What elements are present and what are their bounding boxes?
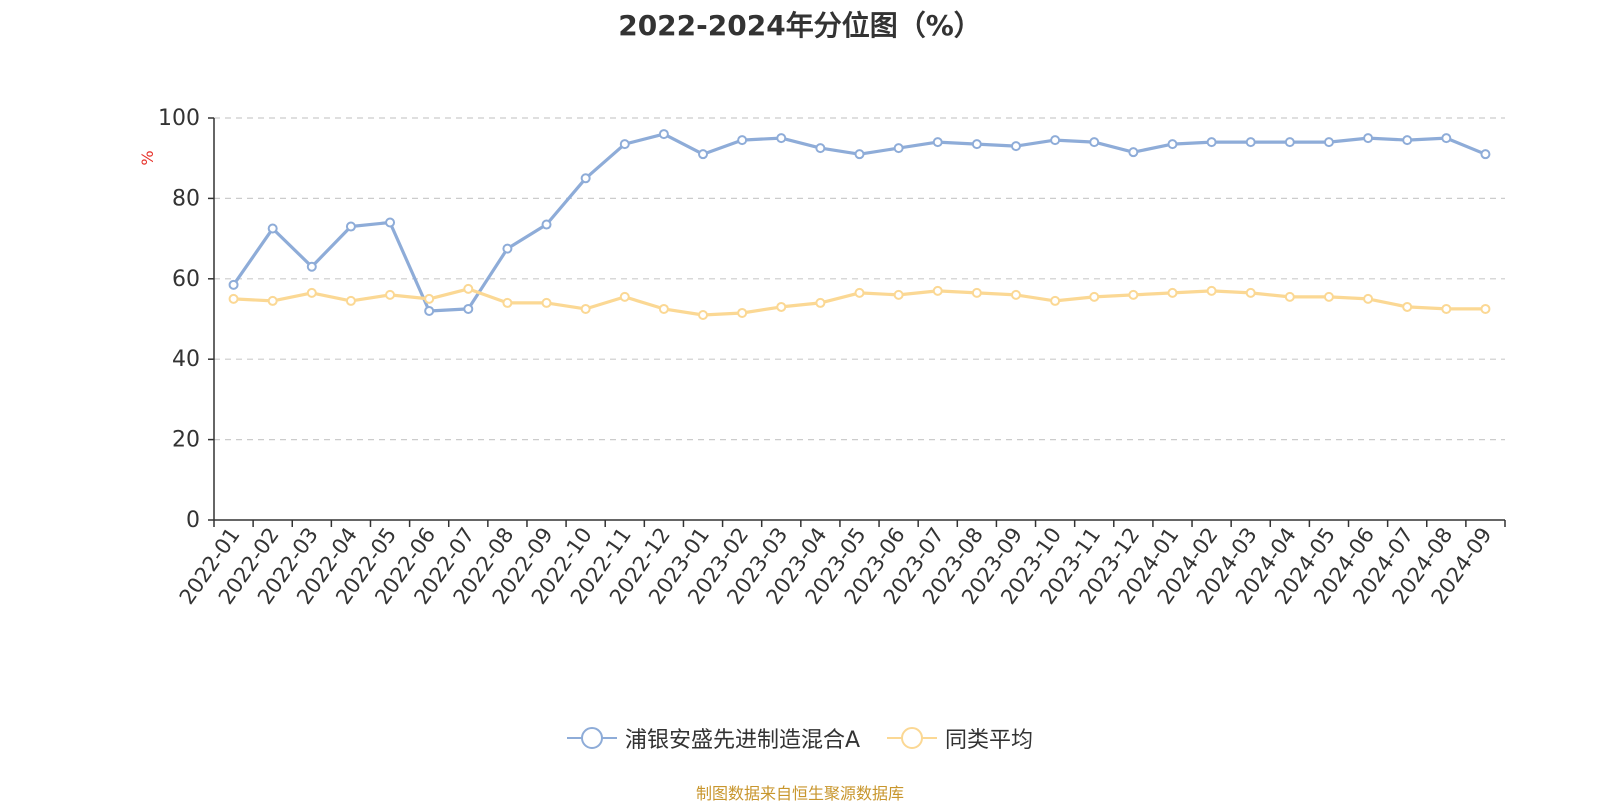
legend: 浦银安盛先进制造混合A 同类平均 bbox=[0, 722, 1600, 755]
data-point-series-1 bbox=[1089, 137, 1100, 148]
data-point-series-1 bbox=[932, 137, 943, 148]
data-point-series-1 bbox=[1245, 137, 1256, 148]
legend-circle-icon bbox=[901, 727, 924, 749]
data-point-series-1 bbox=[1050, 135, 1061, 146]
legend-label-series-2: 同类平均 bbox=[945, 728, 1034, 753]
data-point-series-1 bbox=[619, 139, 630, 150]
y-tick-label: 100 bbox=[158, 106, 200, 131]
data-point-series-2 bbox=[345, 295, 356, 306]
data-point-series-2 bbox=[228, 293, 239, 304]
data-point-series-1 bbox=[345, 221, 356, 232]
data-point-series-2 bbox=[541, 297, 552, 308]
y-tick-label: 0 bbox=[186, 508, 200, 533]
data-point-series-1 bbox=[658, 129, 669, 140]
y-tick-labels: 0 20 40 60 80 100 bbox=[158, 106, 200, 533]
legend-circle-icon bbox=[580, 727, 603, 749]
data-point-series-1 bbox=[502, 243, 513, 254]
data-point-series-1 bbox=[1010, 141, 1021, 152]
y-tick-label: 40 bbox=[172, 347, 200, 372]
data-point-series-1 bbox=[1167, 139, 1178, 150]
data-point-series-2 bbox=[1167, 287, 1178, 298]
data-point-series-2 bbox=[580, 303, 591, 314]
data-point-series-2 bbox=[502, 297, 513, 308]
data-point-series-2 bbox=[893, 289, 904, 300]
data-point-series-1 bbox=[776, 133, 787, 144]
data-point-series-2 bbox=[658, 303, 669, 314]
data-point-series-2 bbox=[815, 297, 826, 308]
data-point-series-2 bbox=[1050, 295, 1061, 306]
data-point-series-1 bbox=[737, 135, 748, 146]
y-tick-label: 80 bbox=[172, 186, 200, 211]
data-point-series-2 bbox=[1206, 285, 1217, 296]
data-point-series-1 bbox=[541, 219, 552, 230]
data-point-series-1 bbox=[971, 139, 982, 150]
data-point-series-1 bbox=[1441, 133, 1452, 144]
data-point-series-1 bbox=[424, 305, 435, 316]
y-axis-label: % bbox=[138, 150, 157, 165]
legend-item-series-1[interactable]: 浦银安盛先进制造混合A bbox=[566, 722, 861, 754]
data-point-series-1 bbox=[1402, 135, 1413, 146]
data-point-series-1 bbox=[228, 279, 239, 290]
x-tick-labels: 2022-012022-022022-032022-042022-052022-… bbox=[175, 523, 1497, 609]
chart-title: 2022-2024年分位图（%） bbox=[618, 9, 982, 42]
data-point-series-2 bbox=[737, 307, 748, 318]
legend-label-series-1: 浦银安盛先进制造混合A bbox=[624, 728, 861, 753]
data-point-series-2 bbox=[1363, 293, 1374, 304]
data-point-series-1 bbox=[893, 143, 904, 154]
data-point-series-2 bbox=[619, 291, 630, 302]
data-point-series-2 bbox=[776, 301, 787, 312]
axes bbox=[208, 117, 1506, 527]
data-point-series-1 bbox=[1363, 133, 1374, 144]
data-point-series-1 bbox=[698, 149, 709, 160]
data-point-series-1 bbox=[1284, 137, 1295, 148]
data-point-series-2 bbox=[698, 309, 709, 320]
data-point-series-1 bbox=[854, 149, 865, 160]
data-point-series-2 bbox=[854, 287, 865, 298]
data-point-series-2 bbox=[424, 293, 435, 304]
data-point-series-2 bbox=[1441, 303, 1452, 314]
data-point-series-2 bbox=[1323, 291, 1334, 302]
data-point-series-2 bbox=[1128, 289, 1139, 300]
legend-symbol-series-1 bbox=[566, 727, 617, 749]
data-point-series-2 bbox=[1010, 289, 1021, 300]
data-point-series-2 bbox=[385, 289, 396, 300]
data-point-series-2 bbox=[463, 283, 474, 294]
data-point-series-2 bbox=[1245, 287, 1256, 298]
y-tick-label: 20 bbox=[172, 428, 200, 453]
data-point-series-1 bbox=[267, 223, 278, 234]
data-point-series-1 bbox=[463, 303, 474, 314]
data-point-series-1 bbox=[815, 143, 826, 154]
data-point-series-2 bbox=[1284, 291, 1295, 302]
y-tick-label: 60 bbox=[172, 267, 200, 292]
data-point-series-1 bbox=[1128, 147, 1139, 158]
data-point-series-1 bbox=[1323, 137, 1334, 148]
data-point-series-1 bbox=[580, 173, 591, 184]
data-source-note: 制图数据来自恒生聚源数据库 bbox=[695, 784, 904, 803]
legend-symbol-series-2 bbox=[887, 727, 938, 749]
data-point-series-2 bbox=[267, 295, 278, 306]
legend-item-series-2[interactable]: 同类平均 bbox=[887, 722, 1033, 754]
data-point-series-2 bbox=[1089, 291, 1100, 302]
data-point-series-2 bbox=[306, 287, 317, 298]
data-point-series-2 bbox=[1480, 303, 1491, 314]
grid-lines bbox=[214, 117, 1505, 441]
data-point-series-2 bbox=[971, 287, 982, 298]
data-point-series-1 bbox=[385, 217, 396, 228]
series-lines bbox=[228, 129, 1491, 320]
data-point-series-1 bbox=[1206, 137, 1217, 148]
data-point-series-2 bbox=[1402, 301, 1413, 312]
data-point-series-2 bbox=[932, 285, 943, 296]
series-line-1 bbox=[232, 132, 1487, 313]
data-point-series-1 bbox=[1480, 149, 1491, 160]
data-point-series-1 bbox=[306, 261, 317, 272]
